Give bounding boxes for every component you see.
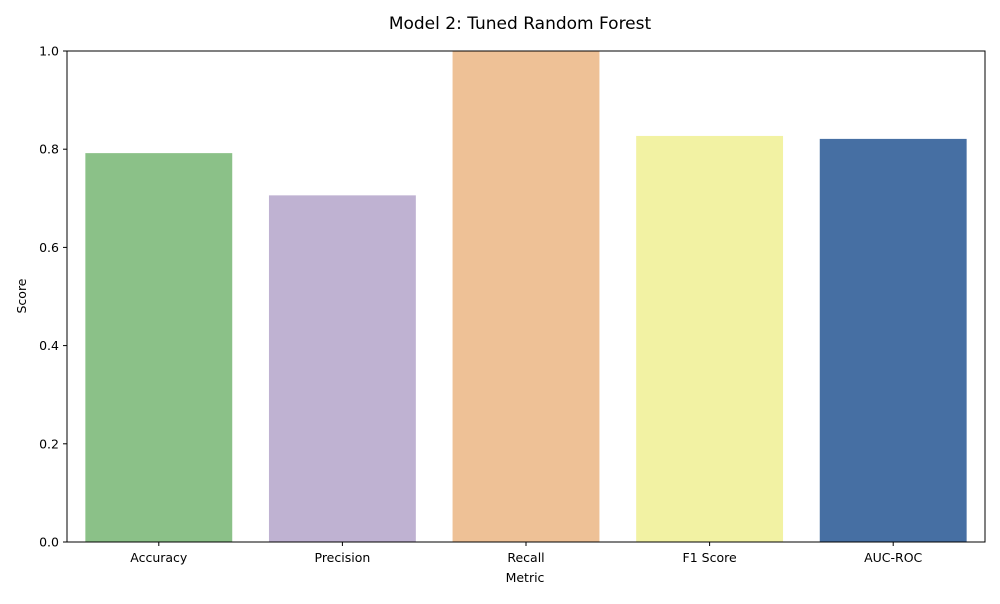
x-tick-label: F1 Score [683, 550, 737, 565]
y-tick-label: 0.6 [39, 240, 59, 255]
x-tick-label: Recall [507, 550, 544, 565]
plot-area: 0.0 0.2 0.4 0.6 0.8 1.0 Accuracy Precision Recal… [39, 44, 986, 565]
x-axis-label: Metric [506, 570, 545, 585]
y-tick-label: 1.0 [39, 44, 59, 59]
bar-f1-score [636, 135, 784, 542]
y-tick-label: 0.4 [39, 338, 59, 353]
bar-precision [268, 195, 416, 542]
x-tick-label: AUC-ROC [864, 550, 922, 565]
chart-title: Model 2: Tuned Random Forest [389, 14, 652, 34]
bar-auc-roc [819, 138, 967, 542]
bar-accuracy [85, 153, 233, 542]
x-tick-label: Accuracy [130, 550, 188, 565]
y-tick-label: 0.8 [39, 142, 59, 157]
bar-recall [452, 51, 600, 542]
y-tick-label: 0.0 [39, 535, 59, 550]
x-tick-label: Precision [315, 550, 371, 565]
y-tick-label: 0.2 [39, 436, 59, 451]
y-axis-label: Score [14, 278, 29, 313]
